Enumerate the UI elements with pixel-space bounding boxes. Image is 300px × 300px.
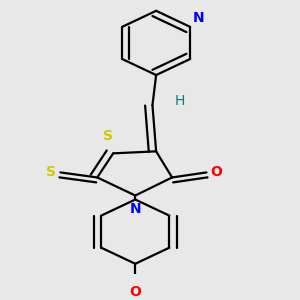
Text: N: N [130,202,141,215]
Text: O: O [210,165,222,179]
Text: N: N [193,11,204,25]
Text: S: S [103,129,113,143]
Text: H: H [175,94,185,108]
Text: O: O [129,285,141,299]
Text: S: S [46,165,56,179]
